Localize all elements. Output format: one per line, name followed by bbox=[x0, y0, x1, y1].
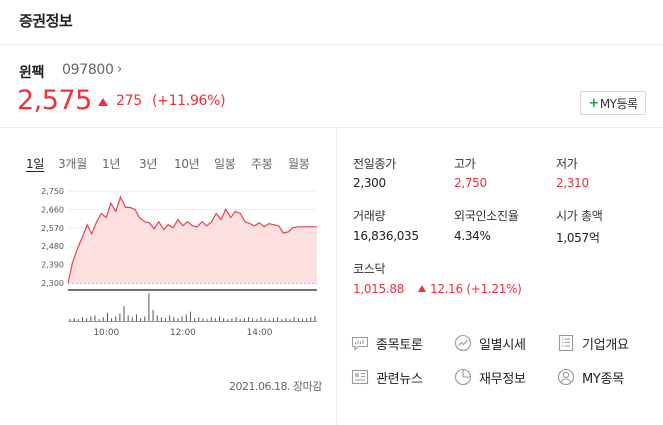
chart-date: 2021.06.18. 장마감 bbox=[229, 380, 322, 393]
change-percent: (+11.96%) bbox=[151, 93, 226, 109]
link-label: 기업개요 bbox=[582, 337, 629, 353]
foreign-ratio-label: 외국인소진율 bbox=[454, 209, 519, 223]
section-title: 증권정보 bbox=[19, 12, 73, 30]
tab-10years[interactable]: 10년 bbox=[174, 157, 200, 171]
up-triangle-icon bbox=[98, 98, 108, 106]
prev-close-value: 2,300 bbox=[353, 176, 386, 190]
daily-chart-icon bbox=[453, 333, 473, 353]
tab-monthly-candle[interactable]: 월봉 bbox=[288, 157, 310, 171]
market-cap-label: 시가 총액 bbox=[556, 209, 603, 223]
link-label: 일별시세 bbox=[479, 337, 526, 353]
tab-3years[interactable]: 3년 bbox=[139, 157, 158, 171]
tab-1day[interactable]: 1일 bbox=[26, 157, 45, 171]
link-related-news[interactable]: 관련뉴스 bbox=[350, 367, 423, 387]
price-area bbox=[68, 197, 317, 283]
link-company-overview[interactable]: 기업개요 bbox=[556, 333, 629, 353]
price-change: 275 (+11.96%) bbox=[116, 93, 226, 109]
link-label: 종목토론 bbox=[376, 337, 423, 353]
y-tick-label: 2,480 bbox=[41, 242, 64, 251]
index-change: 12.16 (+1.21%) bbox=[430, 282, 522, 296]
price-line bbox=[67, 195, 317, 284]
user-icon bbox=[556, 367, 576, 387]
y-tick-label: 2,300 bbox=[41, 279, 64, 288]
x-tick-label: 12:00 bbox=[170, 328, 196, 338]
y-tick-label: 2,660 bbox=[41, 205, 64, 214]
divider bbox=[0, 127, 663, 128]
pie-chart-icon bbox=[453, 367, 473, 387]
link-label: MY종목 bbox=[582, 371, 624, 387]
my-register-button[interactable]: + MY등록 bbox=[580, 91, 646, 115]
index-label: 코스닥 bbox=[353, 262, 386, 276]
tab-1year[interactable]: 1년 bbox=[102, 157, 121, 171]
prev-close-label: 전일종가 bbox=[353, 157, 396, 171]
my-register-label: MY등록 bbox=[599, 96, 638, 111]
news-icon bbox=[350, 367, 370, 387]
x-tick-label: 10:00 bbox=[93, 328, 119, 338]
tab-3months[interactable]: 3개월 bbox=[58, 157, 87, 171]
plus-icon: + bbox=[588, 95, 599, 111]
low-label: 저가 bbox=[556, 157, 578, 171]
chevron-right-icon[interactable]: › bbox=[117, 62, 123, 77]
link-label: 재무정보 bbox=[479, 371, 526, 387]
link-daily-quotes[interactable]: 일별시세 bbox=[453, 333, 526, 353]
divider bbox=[0, 44, 663, 45]
link-discussion[interactable]: 종목토론 bbox=[350, 333, 423, 353]
vertical-divider bbox=[336, 128, 337, 425]
high-value: 2,750 bbox=[454, 176, 487, 190]
discussion-icon bbox=[350, 333, 370, 353]
index-value: 1,015.88 bbox=[353, 282, 405, 296]
low-value: 2,310 bbox=[556, 176, 589, 190]
stock-name[interactable]: 윈팩 bbox=[19, 65, 45, 81]
intraday-chart: 2,750 2,660 2,570 2,480 2,390 2,300 10:00 12:00… bbox=[41, 187, 317, 338]
market-cap-value: 1,057억 bbox=[556, 231, 600, 245]
index-up-icon bbox=[418, 285, 426, 292]
x-tick-label: 14:00 bbox=[247, 328, 273, 338]
y-tick-label: 2,570 bbox=[41, 224, 64, 233]
volume-value: 16,836,035 bbox=[353, 229, 419, 243]
company-overview-icon bbox=[556, 333, 576, 353]
link-label: 관련뉴스 bbox=[376, 371, 423, 387]
tab-daily-candle[interactable]: 일봉 bbox=[214, 157, 236, 171]
foreign-ratio-value: 4.34% bbox=[454, 229, 491, 243]
volume-label: 거래량 bbox=[353, 209, 386, 223]
link-my-stocks[interactable]: MY종목 bbox=[556, 367, 624, 387]
y-tick-label: 2,750 bbox=[41, 187, 64, 196]
tab-weekly-candle[interactable]: 주봉 bbox=[251, 157, 273, 171]
link-financial-info[interactable]: 재무정보 bbox=[453, 367, 526, 387]
high-label: 고가 bbox=[454, 157, 476, 171]
current-price: 2,575 bbox=[17, 85, 92, 116]
stock-code[interactable]: 097800 bbox=[62, 62, 114, 78]
y-tick-label: 2,390 bbox=[41, 261, 64, 270]
change-amount: 275 bbox=[116, 93, 142, 109]
